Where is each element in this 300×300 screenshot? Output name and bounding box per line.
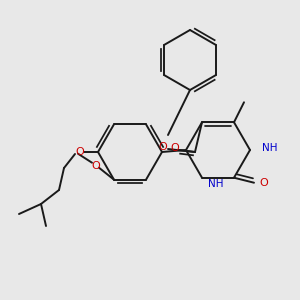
Text: O: O (260, 178, 268, 188)
Text: O: O (159, 142, 167, 152)
Text: O: O (76, 147, 84, 157)
Text: NH: NH (262, 143, 278, 153)
Text: NH: NH (208, 179, 224, 189)
Text: O: O (92, 161, 100, 171)
Text: O: O (171, 143, 179, 153)
